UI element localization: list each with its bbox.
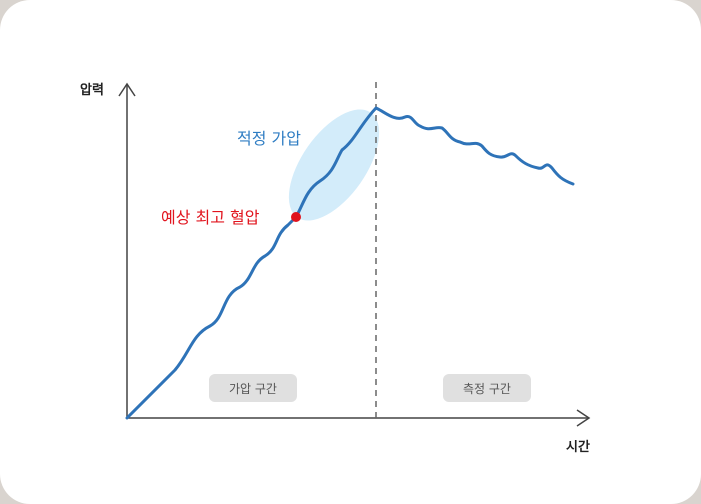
estimated-systolic-label: 예상 최고 혈압 — [161, 208, 260, 227]
measurement-section-label: 측정 구간 — [463, 382, 511, 396]
optimal-pressurization-label: 적정 가압 — [237, 129, 301, 148]
x-axis-label: 시간 — [566, 439, 590, 455]
pressure-curve — [125, 106, 575, 420]
y-axis-arrow — [118, 82, 136, 97]
inflation-section-pill — [209, 374, 297, 402]
systolic-marker — [291, 212, 301, 222]
measurement-section-pill — [443, 374, 531, 402]
inflation-section-label: 가압 구간 — [229, 382, 277, 396]
y-axis-label: 압력 — [80, 83, 104, 98]
x-axis-arrow — [576, 409, 591, 427]
